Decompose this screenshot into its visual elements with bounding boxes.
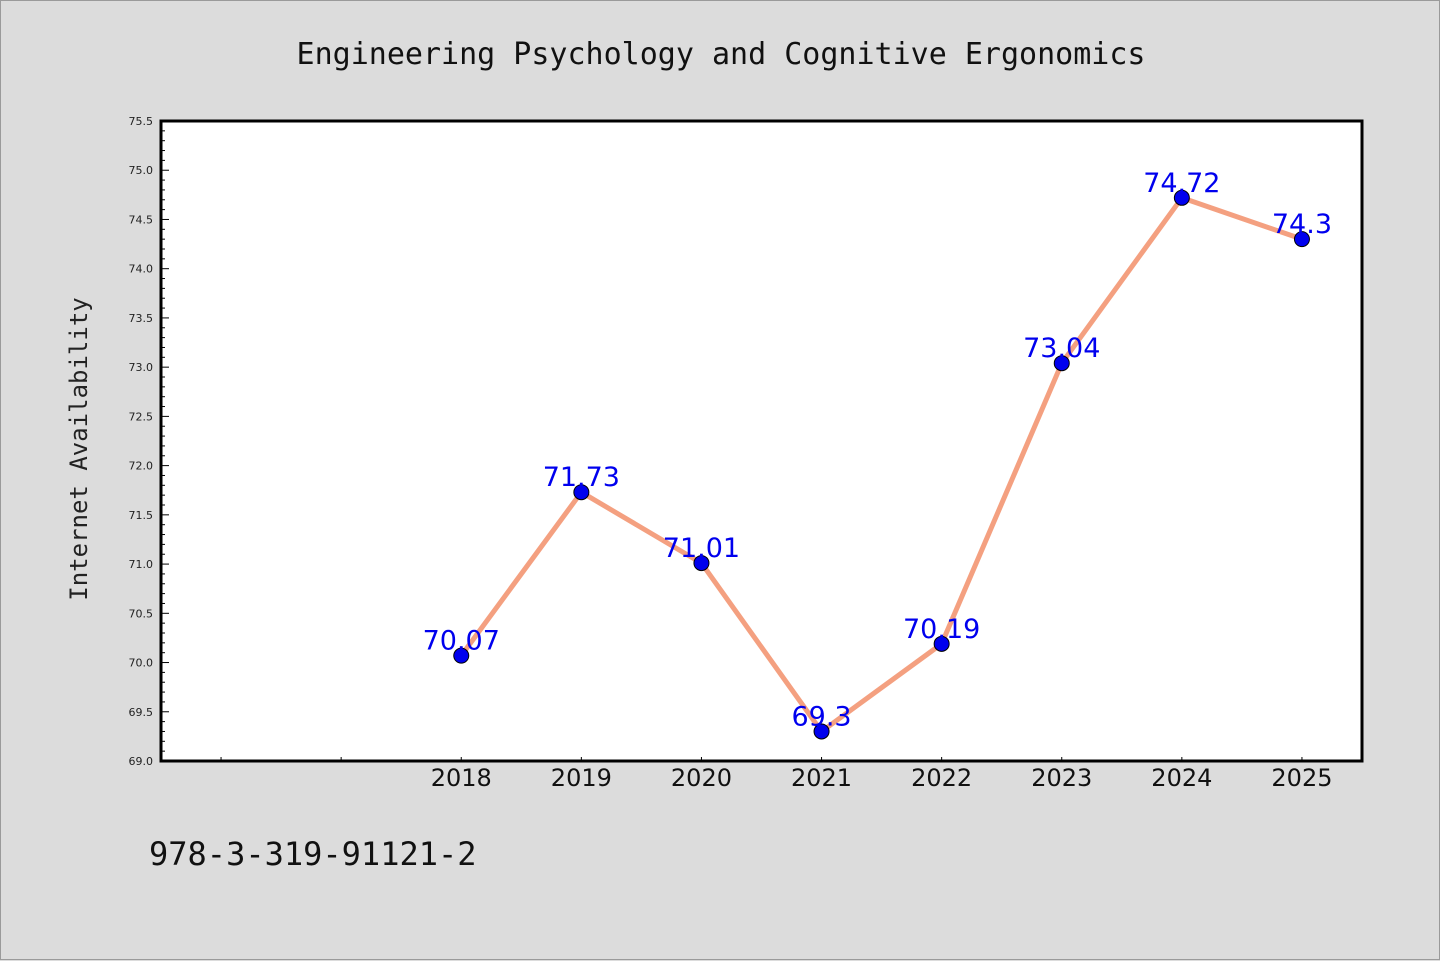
y-tick-label: 69.5	[129, 706, 154, 719]
series-line	[459, 195, 1303, 734]
data-labels-layer: 70.07 71.73 71.01 69.3 70.19 73.04 74.72 74.3	[423, 168, 1332, 733]
data-point-marker	[573, 484, 590, 501]
x-tick-label: 2024	[1151, 764, 1212, 792]
data-label: 74.3	[1272, 209, 1332, 240]
y-tick-label: 74.5	[129, 213, 154, 226]
y-tick-label: 70.0	[129, 657, 154, 670]
data-point-marker	[1173, 189, 1190, 206]
x-tick-label: 2021	[791, 764, 852, 792]
y-tick-label: 73.0	[129, 361, 154, 374]
x-axis-ticks: 2018 2019 2020 2021 2022 2023 2024 2025	[220, 757, 1332, 792]
data-label: 70.07	[423, 626, 500, 657]
y-tick-label: 70.5	[129, 607, 154, 620]
data-label: 69.3	[791, 701, 851, 732]
y-tick-label: 75.0	[129, 164, 154, 177]
data-point-marker	[1053, 355, 1070, 372]
series-layer	[453, 189, 1310, 740]
x-tick-label: 2025	[1271, 764, 1332, 792]
y-axis-label: Internet Availability	[65, 297, 93, 600]
data-point-marker	[693, 555, 710, 572]
chart-title: Engineering Psychology and Cognitive Erg…	[297, 37, 1146, 72]
y-tick-label: 72.5	[129, 410, 154, 423]
y-tick-label: 72.0	[129, 460, 154, 473]
isbn-text: 978-3-319-91121-2	[149, 835, 477, 873]
data-point-marker	[813, 723, 830, 740]
y-tick-label: 74.0	[129, 263, 154, 276]
x-tick-label: 2019	[551, 764, 612, 792]
data-point-marker	[453, 647, 470, 664]
y-tick-label: 71.0	[129, 558, 154, 571]
x-tick-label: 2018	[431, 764, 492, 792]
data-label: 73.04	[1023, 333, 1100, 364]
data-label: 74.72	[1143, 168, 1220, 199]
y-axis-ticks: 69.0 69.5 70.0 70.5 71.0 71.5 72.0 72.5 73.0 73.5…	[129, 115, 169, 768]
data-point-marker	[1293, 231, 1310, 248]
y-tick-label: 75.5	[129, 115, 154, 128]
data-label: 70.19	[903, 614, 980, 645]
y-tick-label: 73.5	[129, 312, 154, 325]
x-tick-label: 2023	[1031, 764, 1092, 792]
x-tick-label: 2022	[911, 764, 972, 792]
y-tick-label: 71.5	[129, 509, 154, 522]
data-point-marker	[933, 635, 950, 652]
data-label: 71.01	[663, 533, 740, 564]
y-tick-label: 69.0	[129, 755, 154, 768]
plot-area	[159, 119, 1364, 763]
data-label: 71.73	[543, 462, 620, 493]
x-tick-label: 2020	[671, 764, 732, 792]
